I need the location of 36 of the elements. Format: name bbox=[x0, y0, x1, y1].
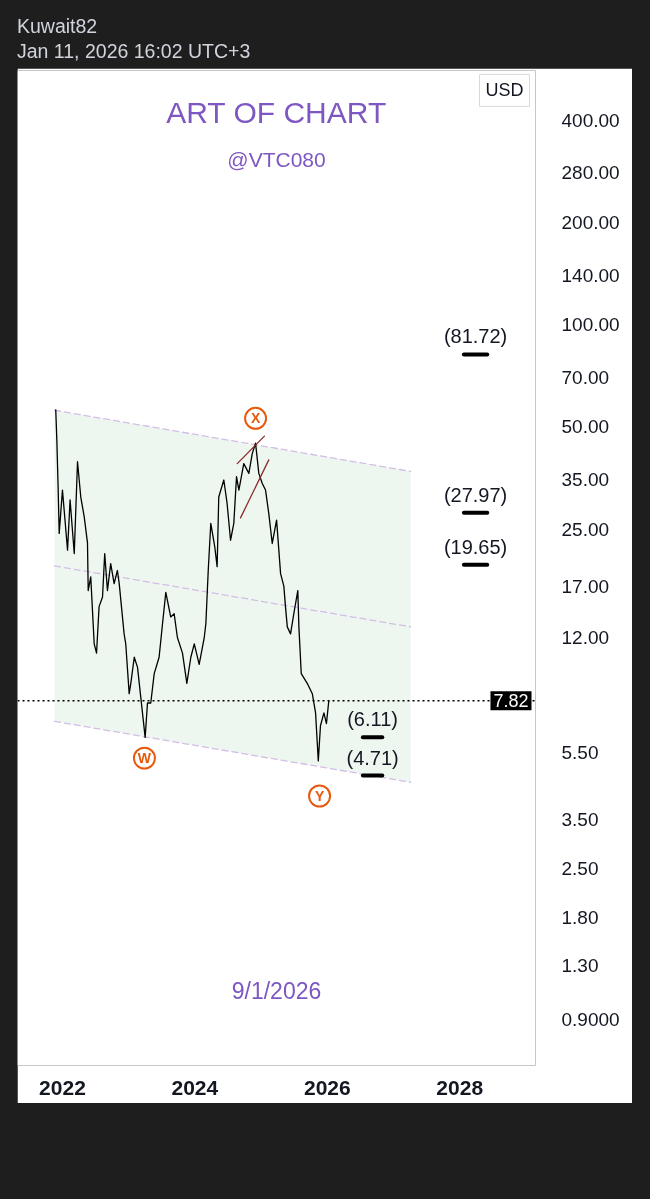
x-tick-label: 2028 bbox=[436, 1075, 484, 1099]
x-tick-label: 2026 bbox=[304, 1075, 351, 1099]
y-tick-label: 17.00 bbox=[561, 575, 610, 597]
series-label: (19.65) bbox=[443, 535, 508, 558]
y-tick-label: 35.00 bbox=[561, 469, 610, 491]
y-tick-label: 140.00 bbox=[561, 264, 620, 286]
y-tick-label: 1.30 bbox=[561, 954, 599, 976]
y-tick-label: 70.00 bbox=[561, 366, 610, 388]
x-tick-label: 2024 bbox=[171, 1075, 219, 1099]
series-label: (6.11) bbox=[347, 708, 398, 731]
y-tick-label: 1.80 bbox=[561, 906, 599, 928]
series-label: (4.71) bbox=[346, 746, 399, 769]
y-tick-label: 5.50 bbox=[561, 742, 599, 764]
y-tick-label: 200.00 bbox=[561, 211, 620, 233]
annotation: X bbox=[250, 410, 261, 427]
series-label: (81.72) bbox=[443, 325, 508, 348]
y-tick-label: 25.00 bbox=[561, 518, 610, 540]
text: Kuwait82 bbox=[17, 14, 99, 39]
annotation: Y bbox=[314, 788, 325, 804]
y-tick-label: 50.00 bbox=[561, 416, 610, 438]
annotation: W bbox=[137, 750, 152, 767]
y-tick-label: 100.00 bbox=[561, 314, 620, 336]
y-tick-label: 3.50 bbox=[561, 808, 599, 830]
x-tick-label: 2022 bbox=[39, 1075, 86, 1099]
text: @VTC080 bbox=[227, 147, 326, 171]
y-tick-label: 400.00 bbox=[561, 109, 620, 131]
y-tick-label: 0.9000 bbox=[561, 1009, 620, 1031]
text: ART OF CHART bbox=[166, 95, 387, 129]
series-label: (27.97) bbox=[443, 483, 508, 506]
y-tick-label: 2.50 bbox=[561, 858, 599, 880]
y-axis-title: USD bbox=[485, 80, 524, 101]
y-tick-label: 280.00 bbox=[561, 162, 620, 184]
annotation: 9/1/2026 bbox=[231, 977, 322, 1004]
y-tick-label: 12.00 bbox=[561, 627, 610, 649]
ref-line-label: 7.82 bbox=[493, 691, 529, 712]
text: Jan 11, 2026 16:02 UTC+3 bbox=[17, 39, 251, 64]
